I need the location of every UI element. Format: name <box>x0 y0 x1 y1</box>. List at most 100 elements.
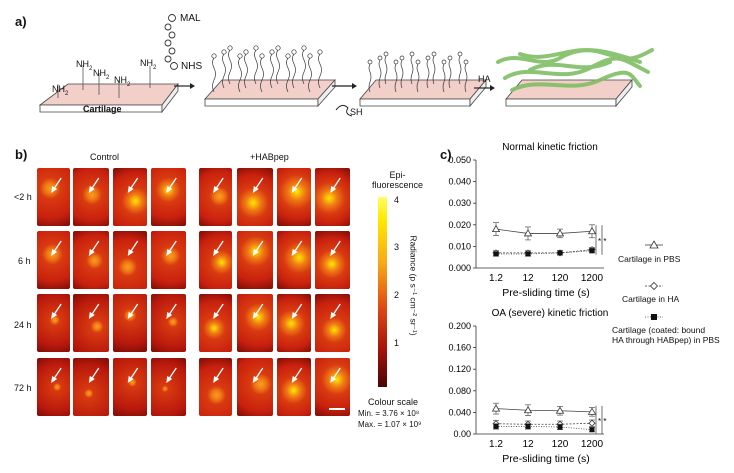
amine-label-1: NH2 <box>52 84 69 97</box>
y-tick-label: 0.010 <box>448 241 471 251</box>
linker-strand <box>318 53 322 89</box>
fluorescence-image <box>315 358 350 416</box>
data-point <box>557 250 563 256</box>
data-point <box>525 251 531 257</box>
fluorescence-image <box>73 294 109 352</box>
pointer-arrow-icon <box>88 303 100 319</box>
pointer-arrow-icon <box>213 177 224 193</box>
linker-strand <box>238 57 242 93</box>
colorbar-tick: 4 <box>394 195 400 205</box>
pointer-arrow-icon <box>166 367 177 383</box>
linker-head <box>227 45 233 51</box>
friction-chart: OA (severe) kinetic friction 0.00 0.040 0.0… <box>448 308 608 465</box>
data-point <box>523 229 533 237</box>
row-label: 72 h <box>14 383 32 393</box>
pointer-arrow-icon <box>213 367 224 383</box>
peptide-strand <box>426 59 430 89</box>
panel-a-label: a) <box>15 14 27 29</box>
linker-head <box>307 53 313 59</box>
fluorescence-image <box>199 294 232 352</box>
fluorescence-image <box>151 294 186 352</box>
linker-mal-label: MAL <box>180 13 201 24</box>
fluorescence-image <box>37 294 70 352</box>
pointer-arrow-icon <box>252 367 264 383</box>
fluorescence-image <box>37 168 70 226</box>
colour-scale-title: Colour scale <box>368 397 419 407</box>
series-line <box>495 228 593 234</box>
peptide-strand <box>432 55 436 85</box>
pointer-arrow-icon <box>51 303 62 319</box>
linker-head <box>269 49 275 55</box>
row-label: 6 h <box>18 256 31 266</box>
linker-strand <box>276 49 280 85</box>
data-point <box>493 423 499 429</box>
linker-head <box>317 49 323 55</box>
pointer-arrow-icon <box>127 303 139 319</box>
linker-head <box>291 49 297 55</box>
x-axis-label: Pre-sliding time (s) <box>502 287 590 299</box>
fluorescence-image <box>151 358 186 416</box>
x-tick-label: 1200 <box>581 439 604 450</box>
y-tick-label: 0.160 <box>448 343 471 353</box>
pointer-arrow-icon <box>166 177 177 193</box>
y-tick-label: 0.020 <box>448 220 471 230</box>
peptide-strand <box>458 55 462 85</box>
series-line <box>496 250 593 255</box>
linker-head <box>275 45 281 51</box>
fluorescence-image <box>277 358 311 416</box>
data-point <box>491 224 501 233</box>
data-point <box>557 424 563 430</box>
linker-head <box>259 53 265 59</box>
fluorescence-image <box>237 231 273 289</box>
pointer-arrow-icon <box>88 240 100 256</box>
colorbar <box>378 197 387 387</box>
x-tick-label: 120 <box>552 273 569 284</box>
thiol-label: SH <box>350 107 363 117</box>
data-point <box>523 405 533 414</box>
y-tick-label: 0.00 <box>453 429 471 439</box>
linker-head <box>221 49 227 55</box>
x-tick-label: 1.2 <box>489 273 503 284</box>
fluorescence-image <box>199 168 232 226</box>
data-point <box>491 404 501 412</box>
peptide-strand <box>400 59 404 89</box>
linker-strand <box>302 49 306 85</box>
cartilage-slab-3 <box>359 78 487 108</box>
peptide-strand <box>464 63 468 93</box>
fluorescence-image <box>113 294 147 352</box>
y-tick-label: 0.000 <box>448 263 471 273</box>
pointer-arrow-icon <box>252 240 264 256</box>
pointer-arrow-icon <box>51 240 62 256</box>
fluorescence-image <box>237 358 273 416</box>
linker-head <box>285 53 291 59</box>
fluorescence-image <box>277 168 311 226</box>
peptide-head <box>441 59 447 65</box>
pointer-arrow-icon <box>213 303 224 319</box>
fluorescence-image <box>277 294 311 352</box>
legend-marker-ha <box>645 281 663 291</box>
cartilage-label: Cartilage <box>83 104 122 114</box>
legend-label-coated-1: Cartilage (coated: bound <box>612 325 706 335</box>
peptide-head <box>425 55 431 61</box>
fluorescence-image <box>113 168 147 226</box>
x-axis-label: Pre-sliding time (s) <box>502 453 590 465</box>
amine-label-4: NH2 <box>114 75 131 88</box>
linker-strand <box>308 57 312 93</box>
data-point <box>525 423 531 429</box>
y-tick-label: 0.050 <box>448 155 471 165</box>
data-point <box>588 419 596 427</box>
peptide-strand <box>442 63 446 93</box>
data-point <box>587 407 597 415</box>
linker-strand <box>260 57 264 93</box>
fluorescence-image <box>199 231 232 289</box>
fluorescence-image <box>315 168 350 226</box>
linker-head <box>237 53 243 59</box>
amine-label-5: NH2 <box>140 58 157 71</box>
y-tick-label: 0.030 <box>448 198 471 208</box>
cartilage-slab-1 <box>38 65 179 114</box>
row-label: <2 h <box>14 192 32 202</box>
colour-scale-min: Min. = 3.76 × 10⁸ <box>358 409 420 418</box>
